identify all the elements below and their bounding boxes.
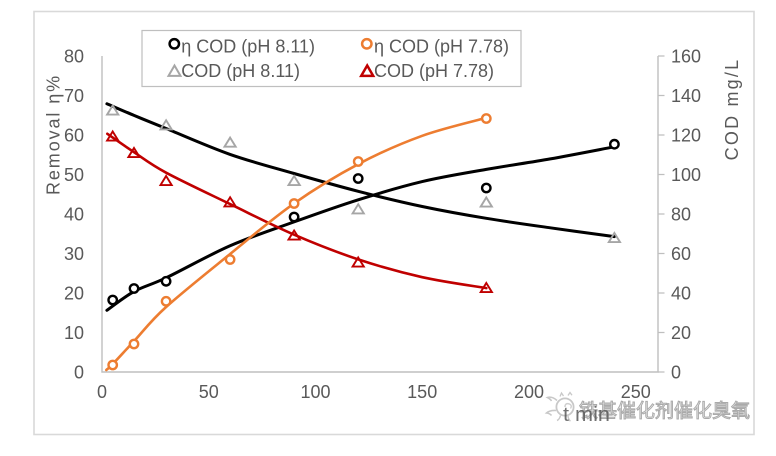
svg-text:100: 100: [300, 382, 330, 402]
svg-text:140: 140: [671, 86, 701, 106]
svg-text:80: 80: [64, 47, 84, 67]
svg-text:η COD (pH 8.11): η COD (pH 8.11): [181, 37, 315, 57]
svg-text:80: 80: [671, 205, 691, 225]
svg-text:50: 50: [64, 165, 84, 185]
svg-text:t min: t min: [563, 404, 610, 426]
svg-text:40: 40: [671, 284, 691, 304]
svg-text:120: 120: [671, 126, 701, 146]
svg-text:60: 60: [64, 126, 84, 146]
svg-text:Removal η%: Removal η%: [44, 74, 64, 195]
svg-text:70: 70: [64, 86, 84, 106]
svg-text:40: 40: [64, 205, 84, 225]
svg-text:10: 10: [64, 323, 84, 343]
svg-text:30: 30: [64, 244, 84, 264]
svg-text:0: 0: [97, 382, 107, 402]
svg-text:0: 0: [671, 363, 681, 383]
svg-text:250: 250: [621, 382, 651, 402]
svg-text:20: 20: [671, 323, 691, 343]
svg-text:COD (pH 7.78): COD (pH 7.78): [374, 61, 494, 81]
svg-text:160: 160: [671, 47, 701, 67]
svg-text:50: 50: [199, 382, 219, 402]
svg-text:η COD (pH 7.78): η COD (pH 7.78): [374, 37, 509, 57]
svg-text:60: 60: [671, 244, 691, 264]
svg-text:100: 100: [671, 165, 701, 185]
svg-text:200: 200: [514, 382, 544, 402]
svg-text:COD (pH 8.11): COD (pH 8.11): [181, 61, 300, 81]
svg-text:0: 0: [74, 363, 84, 383]
svg-text:20: 20: [64, 284, 84, 304]
svg-text:铁基催化剂催化臭氧: 铁基催化剂催化臭氧: [579, 400, 750, 422]
svg-text:COD mg/L: COD mg/L: [722, 58, 742, 161]
svg-text:150: 150: [407, 382, 437, 402]
